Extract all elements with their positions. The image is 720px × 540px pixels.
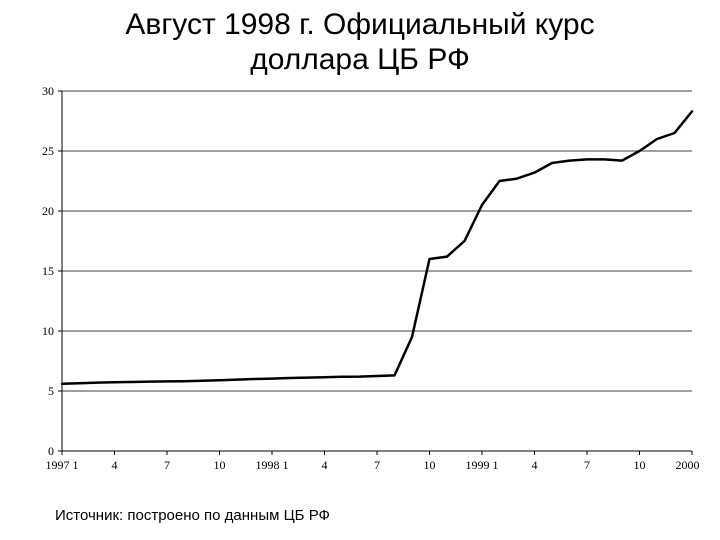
y-tick-label: 20 — [42, 204, 54, 218]
title-line-2: доллара ЦБ РФ — [0, 43, 720, 78]
y-tick-label: 30 — [42, 85, 54, 98]
x-tick-label: 2000 1 — [676, 458, 701, 472]
title-line-1: Август 1998 г. Официальный курс — [0, 8, 720, 43]
chart-bg — [20, 85, 700, 485]
x-tick-label: 10 — [424, 458, 436, 472]
x-tick-label: 4 — [322, 458, 328, 472]
x-tick-label: 4 — [112, 458, 118, 472]
x-tick-label: 1998 1 — [256, 458, 289, 472]
y-tick-label: 15 — [42, 264, 54, 278]
x-tick-label: 7 — [374, 458, 380, 472]
y-tick-label: 10 — [42, 324, 54, 338]
y-tick-label: 25 — [42, 144, 54, 158]
x-tick-label: 10 — [634, 458, 646, 472]
slide: Август 1998 г. Официальный курс доллара … — [0, 0, 720, 540]
x-tick-label: 10 — [214, 458, 226, 472]
exchange-rate-chart: 0 5 10 15 20 25 30 1997 1 4 7 10 1998 1 4 7 10 1999 1 4 7… — [20, 85, 700, 485]
source-caption: Источник: построено по данным ЦБ РФ — [55, 507, 330, 524]
x-tick-label: 1999 1 — [466, 458, 499, 472]
x-tick-label: 4 — [532, 458, 538, 472]
y-tick-label: 0 — [48, 444, 54, 458]
x-tick-label: 7 — [584, 458, 590, 472]
chart-svg: 0 5 10 15 20 25 30 1997 1 4 7 10 1998 1 4 7 10 1999 1 4 7… — [20, 85, 700, 485]
y-tick-label: 5 — [48, 384, 54, 398]
x-tick-label: 1997 1 — [46, 458, 79, 472]
x-tick-label: 7 — [164, 458, 170, 472]
slide-title: Август 1998 г. Официальный курс доллара … — [0, 8, 720, 77]
